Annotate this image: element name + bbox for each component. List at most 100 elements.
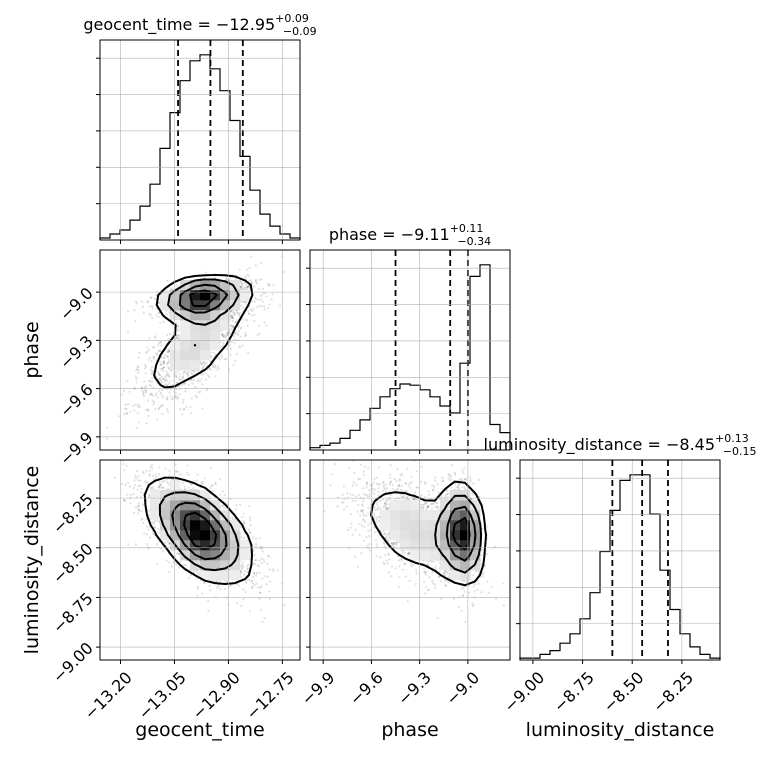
scatter-point	[154, 335, 157, 338]
scatter-point	[249, 308, 252, 311]
scatter-point	[197, 378, 200, 381]
scatter-point	[240, 285, 243, 288]
scatter-point	[208, 584, 211, 587]
scatter-point	[134, 375, 137, 378]
scatter-point	[145, 384, 148, 388]
scatter-point	[135, 469, 138, 473]
scatter-point	[159, 341, 162, 344]
scatter-point	[168, 474, 171, 477]
scatter-point	[160, 344, 163, 347]
scatter-point	[239, 335, 242, 338]
scatter-point	[191, 373, 194, 376]
scatter-point	[238, 268, 241, 271]
scatter-point	[213, 276, 216, 279]
scatter-point	[252, 307, 255, 310]
scatter-point	[238, 346, 241, 349]
scatter-point	[220, 332, 223, 336]
scatter-point	[234, 359, 237, 362]
scatter-point	[197, 587, 200, 590]
scatter-point	[241, 287, 244, 291]
scatter-point	[205, 271, 208, 274]
scatter-point	[230, 316, 233, 319]
scatter-point	[242, 565, 245, 569]
scatter-point	[256, 586, 260, 589]
scatter-point	[160, 404, 163, 407]
scatter-point	[252, 563, 255, 566]
scatter-point	[255, 582, 258, 585]
scatter-point	[248, 285, 251, 288]
scatter-point	[120, 393, 123, 396]
scatter-point	[179, 473, 182, 476]
scatter-point	[244, 331, 247, 335]
scatter-point	[150, 360, 153, 363]
scatter-point	[145, 351, 148, 354]
scatter-point	[142, 393, 145, 396]
scatter-point	[118, 415, 121, 418]
scatter-point	[123, 469, 126, 472]
scatter-point	[143, 367, 146, 370]
scatter-point	[201, 363, 204, 366]
scatter-point	[142, 394, 145, 397]
scatter-point	[246, 273, 249, 276]
scatter-point	[162, 362, 165, 365]
scatter-point	[149, 393, 152, 396]
scatter-point	[164, 378, 167, 381]
scatter-point	[194, 395, 197, 398]
scatter-point	[175, 321, 178, 324]
scatter-point	[240, 604, 243, 608]
scatter-point	[132, 404, 135, 407]
scatter-point	[140, 491, 143, 494]
scatter-point	[159, 368, 162, 371]
scatter-point	[201, 366, 204, 370]
scatter-point	[129, 411, 132, 414]
scatter-point	[238, 312, 241, 315]
scatter-point	[216, 365, 219, 368]
scatter-point	[157, 315, 160, 318]
scatter-point	[190, 372, 193, 375]
scatter-point	[154, 408, 157, 411]
scatter-point	[234, 331, 237, 334]
scatter-point	[244, 318, 247, 321]
scatter-point	[237, 330, 240, 333]
scatter-point	[178, 372, 181, 375]
scatter-point	[157, 486, 161, 489]
scatter-point	[221, 334, 225, 337]
scatter-point	[133, 409, 136, 412]
scatter-point	[150, 373, 153, 376]
scatter-point	[236, 312, 239, 315]
scatter-point	[261, 287, 264, 290]
scatter-point	[241, 306, 244, 309]
scatter-point	[134, 474, 137, 477]
scatter-point	[125, 408, 128, 411]
scatter-point	[161, 367, 164, 370]
scatter-point	[152, 358, 156, 361]
scatter-point	[159, 341, 162, 344]
scatter-point	[268, 284, 271, 287]
scatter-point	[157, 520, 160, 523]
scatter-point	[247, 274, 250, 277]
scatter-point	[248, 267, 251, 270]
scatter-point	[241, 300, 244, 303]
scatter-point	[166, 398, 169, 401]
scatter-point	[186, 471, 189, 474]
scatter-point	[204, 372, 207, 375]
scatter-point	[263, 321, 266, 324]
scatter-point	[149, 305, 152, 308]
scatter-point	[154, 473, 157, 476]
scatter-point	[214, 375, 217, 378]
density-cell	[170, 360, 181, 371]
scatter-point	[181, 413, 184, 416]
scatter-point	[150, 464, 154, 467]
scatter-point	[156, 418, 159, 421]
scatter-point	[189, 379, 192, 382]
scatter-point	[221, 342, 225, 345]
scatter-point	[168, 359, 171, 362]
scatter-point	[140, 487, 143, 490]
scatter-point	[183, 408, 186, 411]
scatter-point	[137, 403, 140, 406]
scatter-point	[176, 552, 179, 555]
scatter-point	[157, 349, 160, 352]
scatter-point	[246, 285, 249, 289]
scatter-point	[164, 383, 167, 386]
scatter-point	[156, 562, 159, 565]
